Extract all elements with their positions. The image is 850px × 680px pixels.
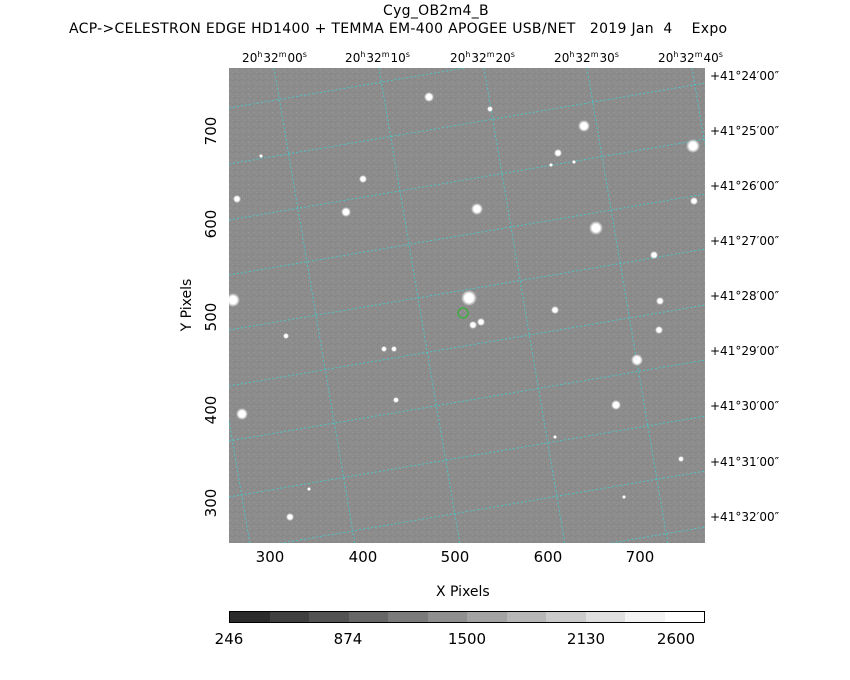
y-tick-700: 700 <box>202 116 220 146</box>
star <box>487 106 493 112</box>
dec-label-7: +41°30′00″ <box>710 399 780 413</box>
star <box>549 163 553 167</box>
object-title: Cyg_OB2m4_B <box>383 3 489 19</box>
dec-label-5: +41°28′00″ <box>710 289 780 303</box>
y-tick-300: 300 <box>202 488 220 518</box>
dec-label-4: +41°27′00″ <box>710 234 780 248</box>
colorbar-segment <box>664 612 704 622</box>
star <box>553 435 557 439</box>
x-tick-700: 700 <box>625 548 655 566</box>
grid-line <box>229 418 251 543</box>
ra-label-5: 20h32m40s <box>658 50 723 65</box>
star <box>477 318 485 326</box>
star <box>678 456 684 462</box>
grid-line <box>229 68 467 109</box>
instrument-title: ACP->CELESTRON EDGE HD1400 + TEMMA EM-40… <box>69 21 728 37</box>
star <box>233 195 241 203</box>
star <box>307 487 311 491</box>
grid-line <box>378 68 461 543</box>
grid-line <box>229 359 705 442</box>
star <box>424 92 434 102</box>
grid-line <box>586 68 669 543</box>
y-tick-600: 600 <box>202 209 220 239</box>
stars <box>229 92 700 521</box>
y-tick-500: 500 <box>202 302 220 332</box>
y-tick-400: 400 <box>202 395 220 425</box>
x-tick-300: 300 <box>255 548 285 566</box>
colorbar-segment <box>269 612 309 622</box>
colorbar-segment <box>585 612 625 622</box>
star <box>471 203 483 215</box>
star <box>650 251 658 259</box>
sky-image-canvas <box>229 68 705 543</box>
ra-label-3: 20h32m20s <box>450 50 515 65</box>
star <box>359 175 367 183</box>
colorbar-segment <box>625 612 665 622</box>
star <box>236 408 248 420</box>
star <box>611 400 621 410</box>
colorbar-label-4: 2130 <box>566 630 606 648</box>
star <box>686 139 700 153</box>
x-tick-600: 600 <box>533 548 563 566</box>
ra-label-1: 20h32m00s <box>242 50 307 65</box>
grid-line <box>229 138 705 221</box>
star <box>690 197 698 205</box>
ra-label-2: 20h32m10s <box>345 50 410 65</box>
colorbar-segment <box>230 612 270 622</box>
colorbar-segment <box>309 612 349 622</box>
colorbar-segment <box>388 612 428 622</box>
colorbar-segment <box>427 612 467 622</box>
colorbar-label-min: 246 <box>214 630 244 648</box>
x-tick-400: 400 <box>348 548 378 566</box>
dec-label-8: +41°31′00″ <box>710 455 780 469</box>
dec-label-1: +41°24′00″ <box>710 69 780 83</box>
grid-line <box>273 68 356 543</box>
grid-line <box>279 470 705 543</box>
star <box>286 513 294 521</box>
grid-line <box>229 415 705 498</box>
star <box>461 290 477 306</box>
colorbar-label-max: 2600 <box>656 630 696 648</box>
star <box>341 207 351 217</box>
grid-line <box>229 304 705 387</box>
star <box>381 346 387 352</box>
star <box>578 120 590 132</box>
star <box>622 495 626 499</box>
star <box>572 160 576 164</box>
x-tick-500: 500 <box>440 548 470 566</box>
colorbar-segment <box>348 612 388 622</box>
target-marker <box>457 307 469 319</box>
ra-label-4: 20h32m30s <box>554 50 619 65</box>
grid-line <box>483 68 566 543</box>
dec-label-3: +41°26′00″ <box>710 179 780 193</box>
grid-line <box>229 82 705 165</box>
star <box>631 354 643 366</box>
dec-label-9: +41°32′00″ <box>710 510 780 524</box>
star <box>259 154 263 158</box>
star <box>589 221 603 235</box>
grid-line <box>229 248 705 331</box>
colorbar-label-3: 1500 <box>447 630 487 648</box>
star <box>655 326 663 334</box>
dec-label-2: +41°25′00″ <box>710 124 780 138</box>
coordinate-grid <box>229 68 705 543</box>
star <box>391 346 397 352</box>
x-axis-title: X Pixels <box>436 584 490 600</box>
grid-line <box>229 193 705 276</box>
star <box>551 306 559 314</box>
star <box>656 297 664 305</box>
star <box>554 149 562 157</box>
star <box>469 321 477 329</box>
dec-label-6: +41°29′00″ <box>710 344 780 358</box>
star <box>393 397 399 403</box>
colorbar-segment <box>467 612 507 622</box>
colorbar-label-2: 874 <box>333 630 363 648</box>
colorbar-segment <box>546 612 586 622</box>
star <box>283 333 289 339</box>
sky-image[interactable] <box>229 68 705 543</box>
colorbar-segment <box>506 612 546 622</box>
y-axis-title: Y Pixels <box>179 278 195 332</box>
star <box>229 293 240 307</box>
colorbar <box>229 611 705 623</box>
